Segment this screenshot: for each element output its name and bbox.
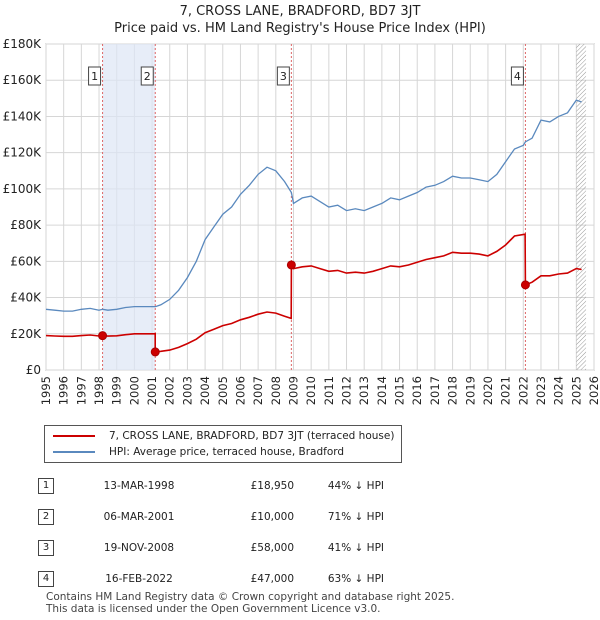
x-tick-label: 2019 <box>463 376 477 405</box>
chart-subtitle: Price paid vs. HM Land Registry's House … <box>114 21 486 36</box>
property-price-line <box>45 233 582 353</box>
sale-1-label-box <box>88 66 102 86</box>
x-tick-label: 2003 <box>180 376 194 405</box>
sales-row-price: £58,000 <box>250 541 294 554</box>
sale-3-label-box <box>276 66 290 86</box>
sales-row-price: £47,000 <box>250 572 294 585</box>
x-tick-label: 2013 <box>357 376 371 405</box>
sale-3-point <box>286 260 296 270</box>
sales-row-date: 19-NOV-2008 <box>103 541 175 554</box>
x-tick-label: 1999 <box>110 376 124 405</box>
x-tick-label: 2022 <box>516 376 530 405</box>
x-tick-label: 2009 <box>286 376 300 405</box>
sales-row-hpi-diff: 71% ↓ HPI <box>327 510 384 523</box>
x-tick-label: 2014 <box>375 376 389 405</box>
sales-row: 4 16-FEB-2022 £47,000 63% ↓ HPI <box>38 563 384 594</box>
x-tick-label: 2023 <box>534 376 548 405</box>
x-tick-label: 2016 <box>410 376 424 405</box>
y-tick-label: £20K <box>10 327 42 341</box>
y-tick-label: £140K <box>3 109 43 123</box>
legend-entry-property: 7, CROSS LANE, BRADFORD, BD7 3JT (terrac… <box>53 429 394 443</box>
sales-row-hpi-diff: 41% ↓ HPI <box>327 541 384 554</box>
x-tick-label: 2012 <box>340 376 354 405</box>
x-tick-label: 2010 <box>304 376 318 405</box>
footer-licence: This data is licensed under the Open Gov… <box>46 603 381 615</box>
sales-row: 1 13-MAR-1998 £18,950 44% ↓ HPI <box>38 470 384 501</box>
sales-row: 2 06-MAR-2001 £10,000 71% ↓ HPI <box>38 501 384 532</box>
y-tick-label: £120K <box>3 146 43 160</box>
y-tick-label: £160K <box>3 73 43 87</box>
y-tick-label: £100K <box>3 182 43 196</box>
forecast-hatch <box>576 44 587 370</box>
sales-table: 1 13-MAR-1998 £18,950 44% ↓ HPI 2 06-MAR-2001… <box>38 470 384 594</box>
x-tick-label: 1997 <box>74 376 88 405</box>
sales-row-number: 4 <box>38 570 54 587</box>
x-tick-label: 2006 <box>233 376 247 405</box>
sale-2-label: 2 <box>144 70 151 83</box>
sales-row-number: 1 <box>38 477 54 494</box>
x-tick-label: 2021 <box>499 376 513 405</box>
legend-entry-hpi: HPI: Average price, terraced house, Brad… <box>53 445 344 459</box>
chart-title: 7, CROSS LANE, BRADFORD, BD7 3JT <box>179 4 421 19</box>
x-tick-label: 2000 <box>127 376 141 405</box>
sale-4-point <box>520 280 530 290</box>
x-tick-label: 1998 <box>92 376 106 405</box>
x-tick-label: 1995 <box>39 376 53 405</box>
x-tick-label: 2004 <box>198 376 212 405</box>
sale-3-label: 3 <box>280 70 287 83</box>
chart-legend: 7, CROSS LANE, BRADFORD, BD7 3JT (terrac… <box>44 425 402 463</box>
x-tick-label: 2020 <box>481 376 495 405</box>
x-tick-label: 2011 <box>322 376 336 405</box>
sale-period-band <box>102 44 156 370</box>
hpi-line <box>45 99 582 312</box>
sale-2-label-box <box>140 66 154 86</box>
y-tick-label: £80K <box>10 218 42 232</box>
x-tick-label: 2018 <box>446 376 460 405</box>
legend-label-hpi: HPI: Average price, terraced house, Brad… <box>109 446 345 458</box>
y-tick-label: £60K <box>10 254 42 268</box>
x-tick-label: 2025 <box>569 376 583 405</box>
x-tick-label: 2015 <box>393 376 407 405</box>
price-chart: 1 2 3 4 £0 £20K £40K £60K £80K £100K £120K £140K £1… <box>3 37 600 405</box>
legend-label-property: 7, CROSS LANE, BRADFORD, BD7 3JT (terrac… <box>109 430 395 442</box>
sales-row-number: 2 <box>38 508 54 525</box>
y-tick-label: £0 <box>26 363 41 377</box>
sales-row-date: 06-MAR-2001 <box>103 510 175 523</box>
y-tick-label: £180K <box>3 37 43 51</box>
sale-4-label-box <box>510 66 524 86</box>
x-tick-label: 2017 <box>428 376 442 405</box>
sales-row-price: £10,000 <box>250 510 294 523</box>
x-tick-label: 2024 <box>552 376 566 405</box>
sales-row-hpi-diff: 44% ↓ HPI <box>327 479 384 492</box>
sale-4-label: 4 <box>514 70 521 83</box>
x-tick-label: 2026 <box>587 376 600 405</box>
sale-2-point <box>150 347 160 357</box>
y-tick-label: £40K <box>10 291 42 305</box>
x-tick-label: 2008 <box>269 376 283 405</box>
x-tick-label: 2001 <box>145 376 159 405</box>
legend-swatch-hpi <box>53 451 95 453</box>
sales-row-hpi-diff: 63% ↓ HPI <box>327 572 384 585</box>
sales-row-date: 16-FEB-2022 <box>105 572 173 585</box>
sales-row-number: 3 <box>38 539 54 556</box>
sale-1-point <box>98 331 108 341</box>
sales-row: 3 19-NOV-2008 £58,000 41% ↓ HPI <box>38 532 384 563</box>
footer-copyright: Contains HM Land Registry data © Crown c… <box>46 591 455 603</box>
sale-1-label: 1 <box>91 70 98 83</box>
x-tick-label: 2002 <box>163 376 177 405</box>
sales-row-date: 13-MAR-1998 <box>103 479 175 492</box>
sales-row-price: £18,950 <box>250 479 294 492</box>
legend-swatch-property <box>53 435 95 437</box>
x-tick-label: 2007 <box>251 376 265 405</box>
x-tick-label: 1996 <box>57 376 71 405</box>
x-tick-label: 2005 <box>216 376 230 405</box>
